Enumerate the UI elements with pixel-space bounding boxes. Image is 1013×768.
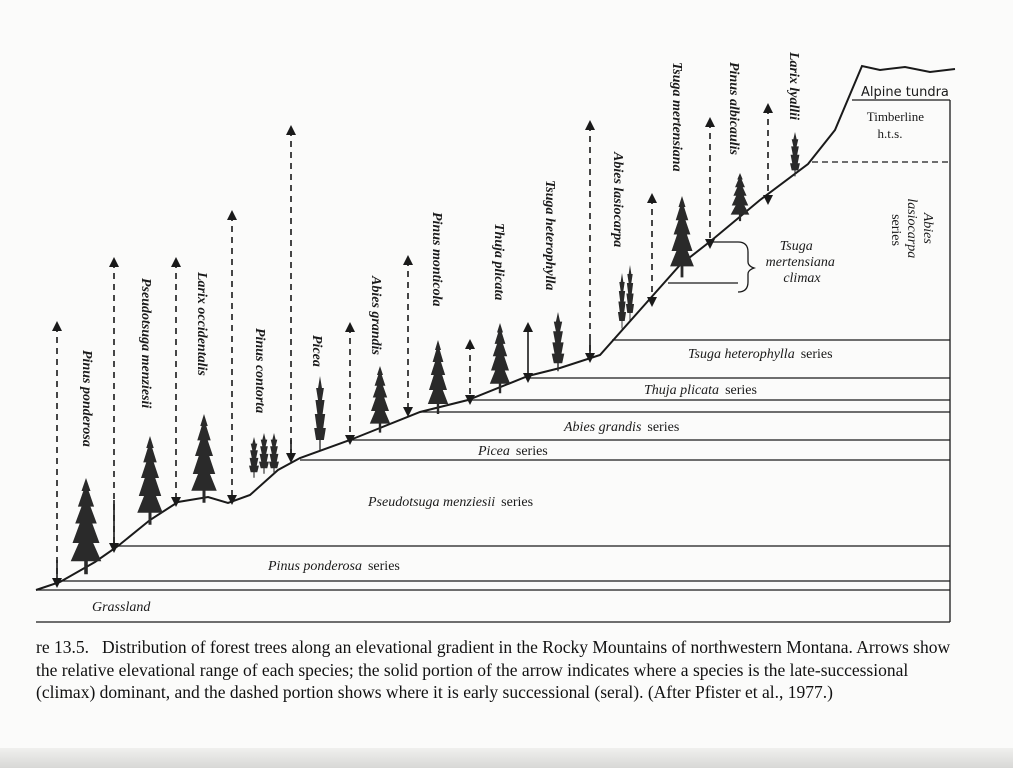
zone-label-grassland: Grassland <box>92 600 151 615</box>
species-label-pinus-contorta: Pinus contorta <box>252 328 267 413</box>
zone-label-abies-grandis: Abies grandis series <box>563 420 679 435</box>
zone-label-alpine-tundra: Alpine tundra <box>861 85 949 100</box>
figure-caption: re 13.5. Distribution of forest trees alo… <box>36 636 966 704</box>
tree-pseudotsuga <box>137 436 163 525</box>
scan-edge <box>0 748 1013 768</box>
tree-thuja-plicata <box>489 323 511 394</box>
zone-label-timberline: Timberline h.t.s. <box>867 109 928 141</box>
tree-pinus-monticola <box>427 340 449 414</box>
tree-pinus-albicaulis <box>730 173 750 222</box>
range-arrows <box>52 103 773 588</box>
zone-label-pinus-ponderosa: Pinus ponderosa series <box>267 559 400 574</box>
species-label-picea: Picea <box>309 335 324 367</box>
zone-lines <box>36 99 951 623</box>
species-label-pinus-albicaulis: Pinus albicaulis <box>726 62 741 156</box>
zone-label-abies-lasiocarpa: Abies lasiocarpa series <box>888 198 935 261</box>
zone-label-pseudotsuga: Pseudotsuga menziesii series <box>367 495 533 510</box>
mountain-profile <box>35 64 956 591</box>
figure-label: re 13.5. <box>36 637 89 657</box>
tree-larix-occidentalis <box>191 414 217 503</box>
species-label-larix-lyallii: Larix lyallii <box>786 51 801 120</box>
species-labels: Pinus ponderosa Pseudotsuga menziesii La… <box>79 51 801 447</box>
climax-brace <box>737 241 757 293</box>
species-label-tsuga-heterophylla: Tsuga heterophylla <box>542 180 557 290</box>
species-label-pseudotsuga: Pseudotsuga menziesii <box>138 278 153 408</box>
species-label-tsuga-mertensiana: Tsuga mertensiana <box>669 62 684 172</box>
tree-pinus-ponderosa <box>70 478 102 575</box>
tree-larix-lyallii <box>790 132 800 177</box>
species-label-abies-lasiocarpa: Abies lasiocarpa <box>610 151 625 247</box>
zone-label-tsuga-mertensiana-climax: Tsuga mertensiana climax <box>766 239 839 286</box>
tree-picea <box>314 376 326 450</box>
tree-pinus-contorta <box>249 437 259 478</box>
species-label-thuja-plicata: Thuja plicata <box>491 223 506 300</box>
tree-tsuga-heterophylla <box>551 312 565 372</box>
species-label-abies-grandis: Abies grandis <box>368 275 383 356</box>
tree-abies-lasiocarpa <box>617 273 627 329</box>
species-label-larix-occidentalis: Larix occidentalis <box>194 271 209 376</box>
zone-label-picea: Picea series <box>477 444 548 459</box>
elevation-diagram: Grassland Pinus ponderosa series Pseudots… <box>35 51 956 623</box>
tree-tsuga-mertensiana <box>670 196 694 278</box>
tree-abies-grandis <box>369 366 391 433</box>
species-label-pinus-monticola: Pinus monticola <box>429 212 444 307</box>
figure-caption-text: Distribution of forest trees along an el… <box>36 637 951 702</box>
zone-label-thuja-plicata: Thuja plicata series <box>644 383 757 398</box>
species-label-pinus-ponderosa: Pinus ponderosa <box>79 350 94 447</box>
zone-label-tsuga-heterophylla: Tsuga heterophylla series <box>688 347 833 362</box>
